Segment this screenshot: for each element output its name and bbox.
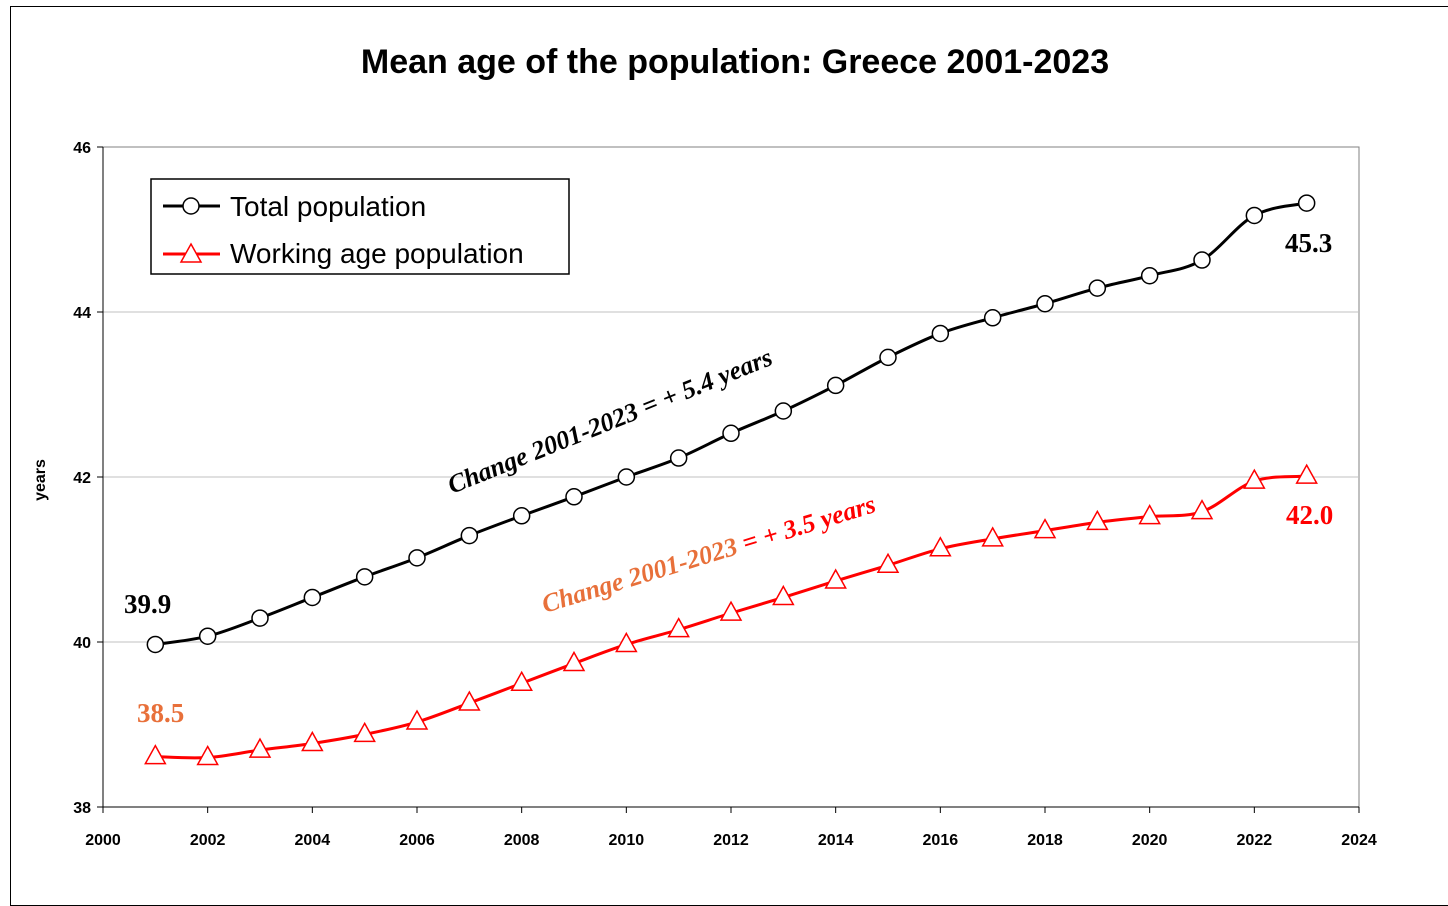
x-tick-label: 2018: [1027, 832, 1063, 849]
y-tick-label: 38: [73, 800, 91, 817]
x-tick-label: 2006: [399, 832, 435, 849]
x-tick-label: 2002: [190, 832, 226, 849]
data-point: [510, 670, 533, 691]
data-point: [669, 449, 688, 467]
x-tick-label: 2024: [1341, 832, 1377, 849]
data-point: [1245, 206, 1264, 225]
data-point: [824, 568, 847, 589]
data-point: [355, 568, 374, 586]
legend-total-marker: [182, 197, 200, 215]
data-point: [408, 549, 426, 567]
x-tick-label: 2022: [1237, 832, 1273, 849]
data-point: [512, 507, 531, 525]
data-point: [458, 690, 481, 711]
x-tick-label: 2014: [818, 832, 854, 849]
data-point: [248, 737, 272, 758]
data-point: [1033, 518, 1057, 539]
data-point: [460, 526, 479, 545]
y-tick-label: 40: [73, 635, 91, 652]
data-point: [303, 588, 322, 607]
data-point: [719, 600, 743, 621]
y-tick-label: 42: [73, 470, 91, 487]
data-point: [144, 744, 167, 765]
y-tick-label: 46: [73, 140, 91, 157]
data-point: [405, 709, 429, 730]
data-point: [1297, 194, 1316, 212]
label-total-start: 39.9: [124, 589, 171, 619]
data-point: [981, 526, 1004, 547]
data-point: [722, 424, 740, 443]
chart-title: Mean age of the population: Greece 2001-…: [361, 43, 1109, 81]
data-point: [198, 627, 217, 645]
axes: 38 40 42 44 46 2000 2002 2004 2006 2008 2010 2012 20…: [73, 140, 1377, 849]
data-point: [876, 552, 900, 574]
data-point: [1190, 499, 1214, 520]
data-point: [615, 631, 638, 653]
label-working-start: 38.5: [137, 698, 184, 728]
x-tick-label: 2000: [85, 832, 121, 849]
data-point: [196, 744, 219, 766]
y-tick-label: 44: [73, 305, 91, 322]
legend-box: [150, 178, 570, 275]
data-point: [1088, 279, 1107, 297]
data-point: [826, 376, 845, 395]
x-tick-label: 2010: [609, 832, 645, 849]
legend-working-marker: [179, 242, 203, 263]
data-point: [1140, 266, 1159, 285]
data-point: [251, 609, 269, 627]
x-tick-label: 2008: [504, 832, 540, 849]
data-point: [1086, 509, 1109, 531]
x-tick-label: 2020: [1132, 832, 1168, 849]
data-point: [929, 536, 952, 557]
data-point: [146, 635, 165, 654]
chart-canvas: Mean age of the population: Greece 2001-…: [32, 43, 1377, 849]
data-point: [931, 324, 950, 343]
x-tick-label: 2016: [923, 832, 959, 849]
data-point: [1243, 468, 1266, 489]
gridlines: [103, 311, 1359, 643]
x-tick-label: 2004: [295, 832, 331, 849]
legend-total-label: Total population: [230, 191, 426, 222]
data-point: [772, 584, 795, 606]
data-point: [1193, 251, 1211, 269]
data-point: [1036, 295, 1054, 313]
data-point: [301, 730, 324, 752]
y-axis-label: years: [32, 459, 49, 501]
data-point: [1138, 504, 1161, 525]
label-total-end: 45.3: [1285, 228, 1332, 258]
data-point: [565, 488, 583, 506]
legend-working-label: Working age population: [230, 238, 524, 269]
data-point: [774, 402, 793, 420]
data-point: [667, 617, 690, 638]
x-tick-label: 2012: [713, 832, 749, 849]
data-point: [562, 650, 586, 672]
data-point: [617, 468, 636, 486]
series-lines: [144, 194, 1318, 766]
label-working-end: 42.0: [1286, 500, 1333, 530]
data-point: [1295, 463, 1318, 484]
data-point: [353, 721, 376, 743]
data-point: [879, 348, 897, 367]
legend: Total population Working age population: [150, 178, 570, 275]
data-point: [983, 309, 1002, 327]
